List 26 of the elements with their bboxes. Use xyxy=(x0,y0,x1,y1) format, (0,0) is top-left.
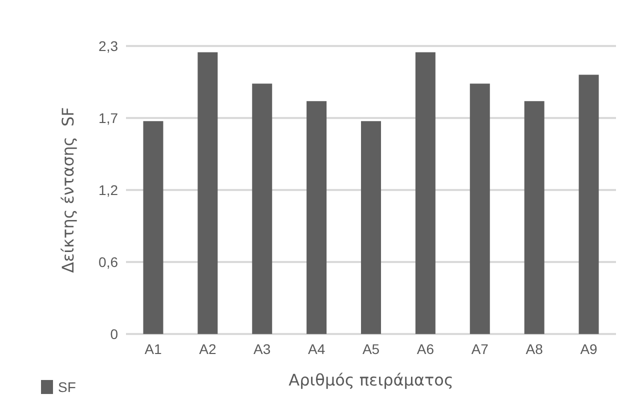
y-axis-title: Δείκτης έντασης SF xyxy=(58,107,78,273)
x-tick-label: A1 xyxy=(144,341,162,357)
bar xyxy=(524,101,544,334)
bar xyxy=(361,121,381,334)
x-tick-label: A3 xyxy=(254,341,271,357)
x-tick-label: A9 xyxy=(580,341,598,357)
x-tick-label: A2 xyxy=(199,341,216,357)
bar xyxy=(143,121,164,334)
bar xyxy=(252,84,272,334)
bar xyxy=(578,74,599,334)
y-tick-label: 0 xyxy=(110,326,118,342)
x-tick-label: A7 xyxy=(471,341,489,357)
bar xyxy=(306,101,327,334)
y-tick-label: 2,3 xyxy=(98,38,118,54)
bar xyxy=(470,84,490,334)
bar xyxy=(198,52,218,334)
x-tick-label: A4 xyxy=(308,341,326,357)
x-axis-title: Αριθμός πειράματος xyxy=(288,370,454,390)
x-tick-label: A5 xyxy=(362,341,380,357)
legend-label: SF xyxy=(58,379,76,395)
y-tick-label: 1,2 xyxy=(98,182,118,198)
bar xyxy=(415,52,436,334)
y-tick-label: 1,7 xyxy=(98,110,118,126)
y-tick-label: 0,6 xyxy=(98,254,118,270)
x-tick-label: A6 xyxy=(416,341,434,357)
x-tick-label: A8 xyxy=(526,341,544,357)
